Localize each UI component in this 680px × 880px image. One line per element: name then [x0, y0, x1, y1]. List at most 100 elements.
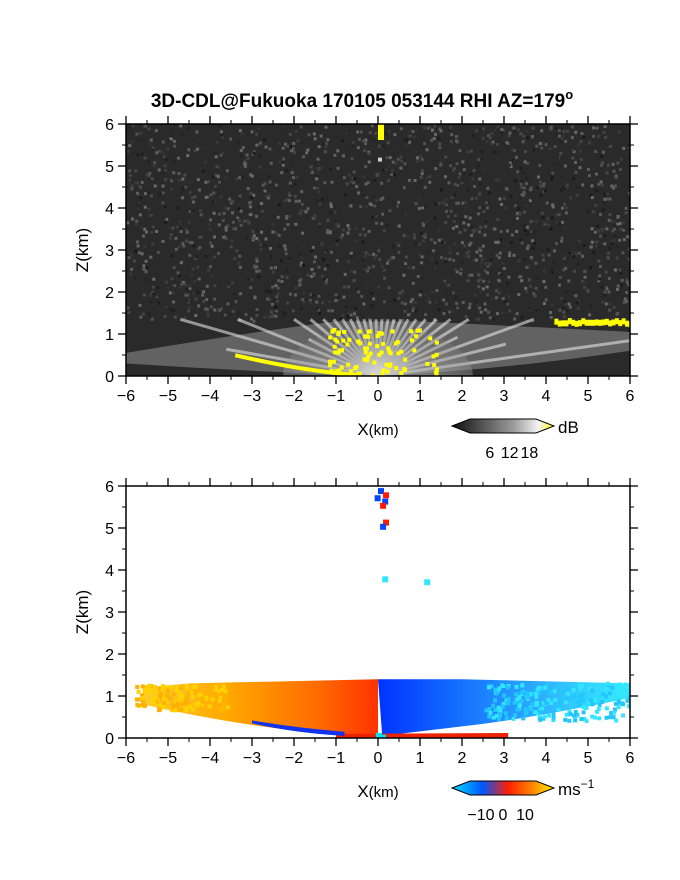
noise-speckle [565, 289, 569, 293]
noise-speckle [366, 180, 370, 184]
noise-speckle [486, 293, 490, 297]
x-tick-label: −4 [201, 388, 219, 405]
noise-speckle [352, 181, 356, 185]
noise-speckle [430, 290, 434, 294]
noise-speckle [576, 186, 580, 190]
noise-speckle [126, 150, 130, 154]
velocity-speckle [592, 715, 597, 720]
noise-speckle [150, 230, 154, 234]
noise-speckle [554, 213, 558, 217]
noise-speckle [520, 279, 524, 283]
noise-speckle [401, 318, 405, 322]
noise-speckle [204, 180, 208, 184]
noise-speckle [566, 183, 570, 187]
noise-speckle [367, 218, 371, 222]
velocity-speckle [578, 686, 583, 691]
noise-speckle [488, 262, 492, 266]
noise-speckle [480, 260, 484, 264]
strong-echo-speckle [336, 332, 341, 337]
noise-speckle [145, 266, 149, 270]
noise-speckle [164, 280, 168, 284]
noise-speckle [526, 244, 530, 248]
noise-speckle [592, 250, 596, 254]
noise-speckle [149, 300, 153, 304]
noise-speckle [147, 214, 151, 218]
noise-speckle [150, 317, 154, 321]
noise-speckle [434, 202, 438, 206]
noise-speckle [385, 222, 389, 226]
noise-speckle [477, 273, 481, 277]
velocity-speckle [548, 690, 553, 695]
noise-speckle [608, 308, 612, 312]
noise-speckle [612, 305, 616, 309]
noise-speckle [314, 161, 318, 165]
noise-speckle [286, 301, 290, 305]
noise-speckle [566, 185, 570, 189]
noise-speckle [431, 124, 435, 128]
noise-speckle [549, 315, 553, 319]
noise-speckle [291, 147, 295, 151]
noise-speckle [479, 249, 483, 253]
noise-speckle [521, 193, 525, 197]
velocity-speckle [171, 692, 176, 697]
noise-speckle [152, 164, 156, 168]
noise-speckle [603, 192, 607, 196]
noise-speckle [309, 249, 313, 253]
noise-speckle [501, 261, 505, 265]
noise-speckle [176, 271, 180, 275]
noise-speckle [466, 259, 470, 263]
noise-speckle [448, 125, 452, 129]
noise-speckle [347, 285, 351, 289]
noise-speckle [341, 139, 345, 143]
noise-speckle [257, 127, 261, 131]
noise-speckle [481, 136, 485, 140]
noise-speckle [169, 232, 173, 236]
noise-speckle [143, 205, 147, 209]
noise-speckle [246, 219, 250, 223]
noise-speckle [503, 299, 507, 303]
noise-speckle [284, 247, 288, 251]
noise-speckle [287, 191, 291, 195]
noise-speckle [243, 219, 247, 223]
noise-speckle [135, 219, 139, 223]
velocity-speckle [494, 714, 499, 719]
noise-speckle [465, 251, 469, 255]
colorbar-unit: dB [558, 418, 579, 437]
noise-speckle [221, 313, 225, 317]
noise-speckle [238, 129, 242, 133]
velocity-speckle [146, 687, 151, 692]
noise-speckle [564, 206, 568, 210]
noise-speckle [521, 140, 525, 144]
noise-speckle [276, 286, 280, 290]
strong-echo-speckle [390, 329, 395, 334]
noise-speckle [480, 208, 484, 212]
noise-speckle [239, 223, 243, 227]
noise-speckle [165, 157, 169, 161]
noise-speckle [516, 207, 520, 211]
noise-speckle [294, 125, 298, 129]
noise-speckle [426, 126, 430, 130]
noise-speckle [475, 164, 479, 168]
strong-echo-speckle [372, 360, 377, 365]
noise-speckle [574, 294, 578, 298]
noise-speckle [170, 277, 174, 281]
velocity-speckle [193, 684, 198, 689]
noise-speckle [610, 184, 614, 188]
velocity-speckle [567, 710, 572, 715]
noise-speckle [464, 315, 468, 319]
noise-speckle [238, 194, 242, 198]
strong-echo-speckle [341, 338, 346, 343]
noise-speckle [444, 198, 448, 202]
noise-speckle [542, 142, 546, 146]
velocity-speckle [563, 700, 568, 705]
noise-speckle [535, 186, 539, 190]
noise-speckle [409, 158, 413, 162]
velocity-speckle [173, 704, 178, 709]
noise-speckle [370, 216, 374, 220]
velocity-speckle [149, 697, 154, 702]
noise-speckle [195, 255, 199, 259]
noise-speckle [257, 205, 261, 209]
noise-speckle [235, 177, 239, 181]
noise-speckle [554, 127, 558, 131]
velocity-speckle [216, 708, 221, 713]
